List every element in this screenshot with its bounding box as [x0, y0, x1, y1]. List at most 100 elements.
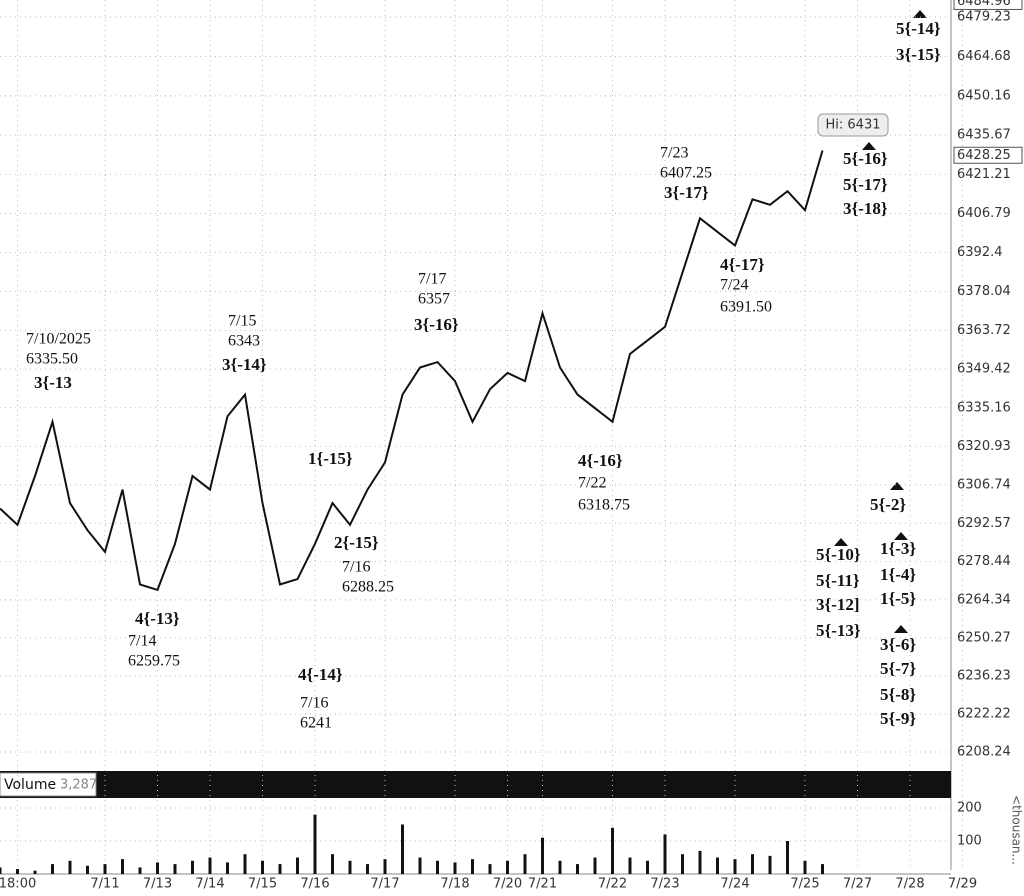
annotation: 7/24 [720, 277, 748, 294]
volume-bar [0, 867, 2, 874]
annotation: 7/22 [578, 475, 606, 492]
y-tick-label: 6222.22 [957, 707, 1011, 722]
annotation: 6391.50 [720, 299, 772, 316]
x-tick-label: 7/11 [90, 877, 119, 892]
annotation: 7/16 [342, 559, 370, 576]
volume-bar [576, 864, 579, 874]
y-tick-label: 6292.57 [957, 516, 1011, 531]
volume-bar [366, 864, 369, 874]
axis-high-box [953, 0, 1023, 10]
volume-header [0, 771, 951, 798]
annotation: 5{-9} [880, 709, 916, 728]
marks [0, 150, 824, 874]
volume-bar [488, 864, 492, 874]
annotation: 3{-14} [222, 355, 267, 374]
volume-bar [173, 864, 177, 874]
y-tick-label: 6450.16 [957, 88, 1011, 103]
grid [0, 0, 963, 870]
annotation: 7/14 [128, 633, 156, 650]
volume-bar [768, 855, 772, 874]
volume-bar [156, 862, 159, 874]
y-tick-label: 6208.24 [957, 744, 1011, 759]
x-tick-label: 18:00 [0, 877, 36, 892]
y-tick-label: 6250.27 [957, 630, 1011, 645]
annotation: 6241 [300, 715, 332, 732]
annotation: 7/10/2025 [26, 331, 91, 348]
volume-bar [33, 870, 37, 874]
annotation: 3{-6} [880, 635, 916, 654]
annotation: 1{-15} [308, 449, 353, 468]
annotation: 5{-13} [816, 621, 861, 640]
axis-high-label: 6484.96 [957, 0, 1011, 9]
x-tick-label: 7/17 [370, 877, 399, 892]
x-tick-label: 7/13 [143, 877, 172, 892]
annotation: 7/15 [228, 313, 256, 330]
x-tick-label: 7/16 [300, 877, 329, 892]
price-line [0, 150, 824, 592]
annotation: 1{-5} [880, 589, 916, 608]
volume-bar [418, 857, 422, 874]
triangle [894, 532, 908, 540]
volume-bar [593, 857, 597, 874]
annotation: 6288.25 [342, 579, 394, 596]
x-tick-label: 7/14 [195, 877, 224, 892]
y-tick-label: 6479.23 [957, 10, 1011, 25]
last-price-box [953, 146, 1023, 164]
triangle [862, 142, 876, 150]
volume-bar [68, 860, 72, 874]
volume-bar [348, 860, 352, 874]
x-tick-label: 7/29 [948, 877, 977, 892]
y-tick-label: 6306.74 [957, 477, 1011, 492]
hi-callout: Hi: 6431 [826, 118, 881, 133]
annotation: 3{-17} [664, 183, 709, 202]
annotation: 3{-13 [34, 373, 72, 392]
annotation: 4{-14} [298, 665, 343, 684]
volume-bar [506, 860, 509, 874]
hi-callout-box [817, 113, 889, 137]
annotation: 4{-13} [135, 609, 180, 628]
y-tick-label: 6264.34 [957, 592, 1011, 607]
volume-bar [226, 862, 229, 874]
volume-bar [716, 857, 719, 874]
volume-bar [103, 864, 107, 874]
volume-bar [383, 859, 387, 874]
y-tick-label: 6421.21 [957, 167, 1011, 182]
annotation: 1{-3} [880, 539, 916, 558]
volume-bar [51, 864, 54, 874]
y-tick-label: 6464.68 [957, 49, 1011, 64]
annotation: 2{-15} [334, 533, 379, 552]
triangle [913, 10, 927, 18]
annotation: 4{-17} [720, 255, 765, 274]
annotation: 5{-17} [843, 175, 888, 194]
annotation: 6343 [228, 333, 260, 350]
y-tick-label: 6435.67 [957, 128, 1011, 143]
x-tick-label: 7/24 [720, 877, 749, 892]
volume-bar [786, 841, 789, 874]
volume-bar [698, 850, 702, 874]
x-tick-label: 7/15 [248, 877, 277, 892]
volume-bar [471, 859, 474, 874]
volume-bar [121, 859, 124, 874]
y-tick-label: 6363.72 [957, 323, 1011, 338]
triangle [890, 482, 904, 490]
y-tick-label: 6378.04 [957, 284, 1011, 299]
volume-bar [296, 857, 299, 874]
y-tick-label: 6236.23 [957, 669, 1011, 684]
volume-bar [628, 857, 632, 874]
volume-bar [523, 854, 527, 874]
volume-unit: <thousan... [1010, 795, 1024, 865]
volume-title: Volume [4, 777, 56, 793]
volume-bar [821, 864, 824, 874]
y-tick-label: 100 [957, 834, 982, 849]
volume-bar [541, 837, 544, 874]
annotation: 6407.25 [660, 165, 712, 182]
volume-bar [558, 860, 562, 874]
triangle [894, 625, 908, 633]
y-tick-label: 6392.4 [957, 245, 1003, 260]
annotation: 6318.75 [578, 497, 630, 514]
volume-bar [86, 865, 89, 874]
annotation: 1{-4} [880, 565, 916, 584]
volume-bar [313, 814, 317, 874]
